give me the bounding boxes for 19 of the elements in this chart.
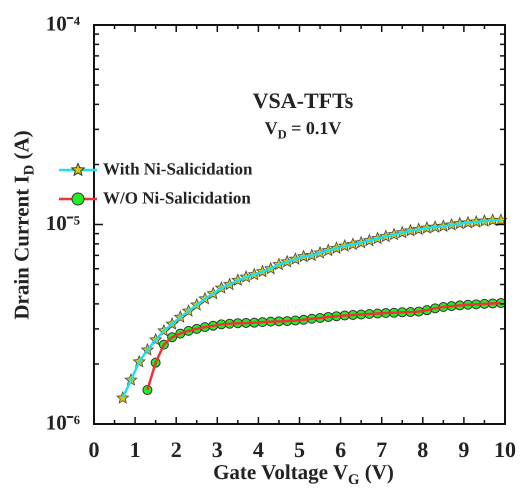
x-tick-label: 9 bbox=[458, 436, 470, 462]
annotation: V$_{D}$ = 0.1V bbox=[264, 118, 342, 143]
x-tick-label: 2 bbox=[170, 436, 182, 462]
x-tick-label: 10 bbox=[494, 436, 516, 462]
x-tick-label: 6 bbox=[335, 436, 346, 462]
x-tick-label: 7 bbox=[376, 436, 388, 462]
x-tick-label: 4 bbox=[252, 436, 264, 462]
x-tick-label: 8 bbox=[417, 436, 428, 462]
y-tick-label: 10⁻⁶ bbox=[46, 410, 80, 434]
y-tick-label: 10⁻⁴ bbox=[46, 11, 81, 36]
x-tick-label: 3 bbox=[212, 436, 223, 462]
legend-label: W/O Ni-Salicidation bbox=[103, 188, 252, 208]
x-tick-label: 0 bbox=[88, 436, 100, 462]
x-tick-label: 5 bbox=[294, 436, 305, 462]
x-axis-title: Gate Voltage V$_{G}$ (V) bbox=[213, 460, 394, 490]
x-tick-label: 1 bbox=[130, 436, 141, 462]
y-tick-label: 10⁻⁵ bbox=[46, 210, 80, 235]
legend-label: With Ni-Salicidation bbox=[103, 159, 253, 178]
annotation: VSA-TFTs bbox=[252, 88, 354, 114]
